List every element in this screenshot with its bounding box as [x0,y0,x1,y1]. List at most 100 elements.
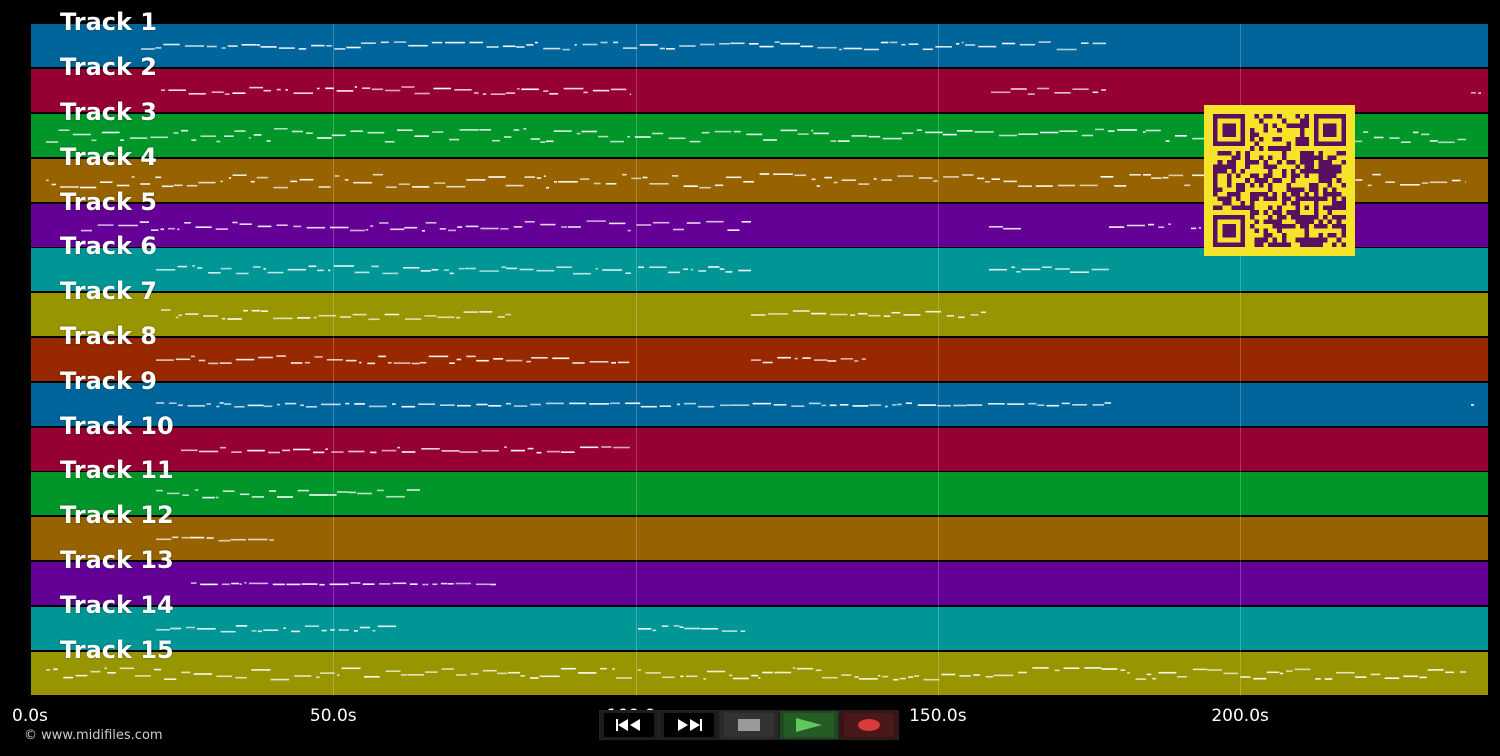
midi-note [560,667,576,670]
midi-note [372,629,376,632]
qr-module [1254,242,1259,247]
track-lane-12[interactable]: Track 12 [31,501,1488,560]
qr-module [1309,219,1314,224]
qr-module [1217,169,1223,174]
midi-note [386,495,405,498]
play-button[interactable] [779,710,839,740]
qr-module [1295,219,1301,224]
qr-module [1226,159,1232,165]
midi-note [269,539,274,541]
midi-note [543,175,546,177]
qr-module [1272,237,1278,243]
midi-note [943,176,959,178]
midi-note [433,182,446,184]
qr-module [1236,187,1241,192]
track-lane-7[interactable]: Track 7 [31,277,1488,336]
midi-note [1279,672,1284,675]
midi-note [701,131,710,134]
track-lane-13[interactable]: Track 13 [31,546,1488,605]
qr-module [1318,169,1323,174]
midi-note [1109,226,1125,228]
midi-note [337,674,340,676]
midi-note [987,403,1005,405]
track-lane-11[interactable]: Track 11 [31,456,1488,515]
qr-module [1263,233,1269,238]
midi-note [195,226,212,228]
qr-module [1332,205,1337,211]
midi-note [251,630,257,632]
midi-note [425,671,438,673]
track-lane-10[interactable]: Track 10 [31,412,1488,471]
midi-note [891,311,901,314]
qr-module [1336,191,1342,197]
midi-note [1148,223,1155,226]
midi-note [662,676,675,679]
midi-note [676,403,680,406]
midi-note [58,129,70,131]
track-label: Track 4 [60,143,158,171]
qr-module [1240,205,1246,211]
midi-note [53,668,58,671]
midi-note [276,355,286,357]
midi-note [933,180,938,182]
qr-module [1277,146,1282,151]
fast-forward-icon [678,719,702,731]
qr-module [1322,169,1328,174]
midi-note [443,269,449,271]
midi-note [1120,669,1126,671]
midi-note [370,451,377,454]
midi-note [1010,88,1027,90]
midi-note [1079,184,1098,187]
midi-note [543,47,561,50]
record-button[interactable] [839,710,899,740]
qr-module [1304,223,1310,229]
qr-module [1318,159,1323,165]
qr-module [1245,205,1250,211]
midi-note [476,403,488,406]
track-lane-8[interactable]: Track 8 [31,322,1488,381]
track-lane-15[interactable]: Track 15 [31,636,1488,695]
qr-module [1300,155,1305,160]
qr-module [1268,164,1273,170]
midi-note [905,402,912,404]
midi-note [219,362,232,364]
midi-note [231,582,239,585]
fast-forward-button[interactable] [659,710,719,740]
midi-note [224,403,232,405]
qr-module [1281,214,1287,220]
midi-note [545,186,550,189]
track-lane-14[interactable]: Track 14 [31,591,1488,650]
qr-module [1336,201,1342,206]
track-lane-2[interactable]: Track 2 [31,53,1488,112]
midi-note [211,91,224,93]
midi-note [215,228,228,230]
qr-module [1336,237,1342,243]
midi-note [1168,174,1184,177]
midi-note [239,223,252,225]
midi-note [592,89,610,92]
qr-module [1327,191,1333,197]
qr-module [1277,210,1282,215]
midi-note [397,129,413,131]
midi-note [276,224,288,226]
midi-note [763,139,777,141]
track-lane-6[interactable]: Track 6 [31,232,1488,291]
qr-module [1313,223,1319,229]
midi-note [372,173,383,176]
midi-note [583,91,588,94]
midi-note [426,583,429,586]
track-lane-1[interactable]: Track 1 [31,8,1488,67]
qr-module [1300,137,1305,142]
midi-note [649,183,669,185]
midi-note [1001,42,1016,45]
midi-note [319,583,325,586]
midi-note [186,184,198,187]
qr-module [1272,137,1278,142]
midi-note [407,674,424,676]
stop-button[interactable] [719,710,779,740]
midi-note [321,403,341,406]
track-lane-9[interactable]: Track 9 [31,367,1488,426]
qr-module [1309,169,1314,174]
midi-note [378,355,386,358]
rewind-button[interactable] [599,710,659,740]
